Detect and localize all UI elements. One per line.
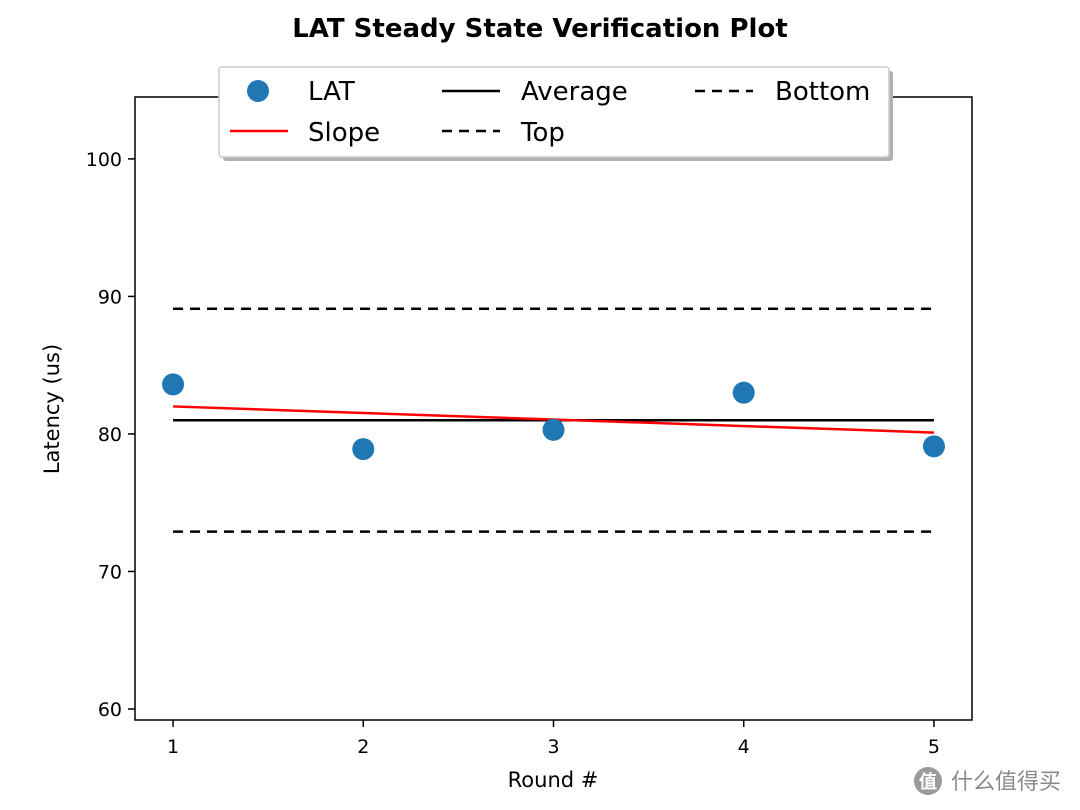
legend-label-average: Average — [521, 77, 628, 107]
x-tick-label: 1 — [167, 736, 179, 758]
legend-box — [218, 66, 890, 158]
watermark: 值 什么值得买 — [914, 767, 1061, 795]
legend-label-bottom: Bottom — [775, 77, 870, 107]
lat-point — [922, 435, 945, 458]
y-axis: 60 70 80 90 100 — [86, 149, 135, 721]
lat-point — [542, 418, 565, 441]
y-axis-label: Latency (us) — [40, 344, 64, 474]
zhi-logo-glyph: 值 — [919, 771, 937, 793]
lat-point — [162, 373, 185, 396]
chart-title: LAT Steady State Verification Plot — [292, 14, 788, 44]
y-tick-label: 100 — [86, 149, 122, 171]
legend-label-slope: Slope — [308, 118, 380, 148]
legend: LAT Slope Average Top Bottom — [218, 66, 893, 161]
watermark-text: 什么值得买 — [951, 770, 1061, 795]
x-axis-label: Round # — [508, 768, 599, 792]
legend-label-top: Top — [520, 118, 565, 148]
y-tick-label: 80 — [98, 424, 122, 446]
x-tick-label: 5 — [928, 736, 940, 758]
x-tick-label: 4 — [738, 736, 750, 758]
y-tick-label: 70 — [98, 561, 122, 583]
y-tick-label: 60 — [98, 699, 122, 721]
series-layer — [162, 307, 945, 533]
lat-point — [352, 438, 375, 461]
x-axis: 1 2 3 4 5 — [167, 720, 940, 758]
y-tick-label: 90 — [98, 286, 122, 308]
x-tick-label: 3 — [547, 736, 559, 758]
zhi-logo-icon — [914, 767, 942, 795]
x-tick-label: 2 — [357, 736, 369, 758]
lat-point — [732, 381, 755, 404]
legend-label-lat: LAT — [308, 77, 355, 107]
legend-marker-lat — [247, 80, 269, 102]
